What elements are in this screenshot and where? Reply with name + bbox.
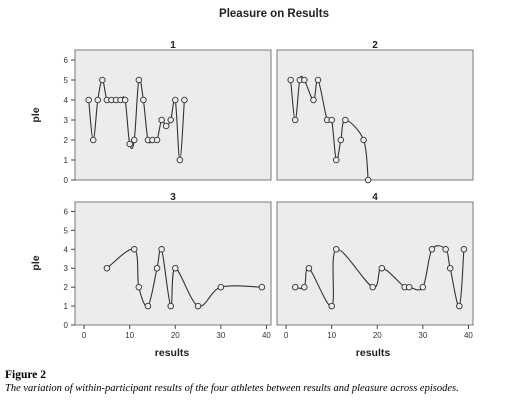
data-point (291, 116, 299, 124)
data-point (153, 136, 161, 144)
data-point (167, 302, 174, 310)
data-point (291, 283, 299, 291)
data-point (126, 140, 133, 148)
data-point (194, 302, 202, 310)
figure-title: Pleasure on Results (219, 8, 329, 20)
y-tick-label: 5 (64, 76, 69, 85)
data-point (328, 302, 335, 310)
y-tick-label: 1 (64, 156, 69, 165)
x-tick-label: 10 (327, 331, 336, 340)
data-point (378, 264, 386, 272)
data-point (337, 136, 345, 144)
panel-title: 1 (170, 40, 176, 51)
y-axis-label-bottom: ple (30, 255, 42, 270)
panel-background (276, 49, 474, 181)
x-tick-label: 0 (82, 331, 87, 340)
panel-background (74, 49, 272, 181)
y-tick-label: 6 (64, 207, 69, 216)
data-point (158, 246, 165, 253)
data-point (103, 264, 111, 272)
x-tick-label: 20 (171, 331, 180, 340)
data-point (172, 96, 179, 104)
data-point (99, 76, 106, 84)
y-tick-label: 0 (64, 176, 69, 185)
data-point (305, 264, 313, 272)
data-point (153, 264, 161, 272)
data-point (131, 136, 138, 144)
data-point (456, 302, 463, 310)
panel-background (276, 201, 474, 326)
x-tick-label: 40 (262, 331, 271, 340)
y-tick-label: 6 (64, 56, 69, 65)
data-point (162, 122, 170, 130)
data-point (342, 116, 349, 124)
caption-text: The variation of within-participant resu… (5, 383, 459, 394)
data-point (172, 264, 179, 272)
data-point (94, 96, 102, 104)
data-point (158, 116, 165, 124)
panel-4: 40 10 20 30 40 (276, 192, 474, 340)
data-point (333, 246, 340, 253)
y-tick-label: 3 (64, 264, 69, 273)
data-point (360, 136, 367, 144)
data-point (328, 116, 335, 124)
data-point (364, 176, 372, 184)
y-tick-label: 2 (64, 136, 69, 145)
caption-label: Figure 2 (5, 369, 46, 381)
data-point (131, 246, 138, 253)
data-point (333, 156, 340, 164)
y-tick-label: 3 (64, 116, 69, 125)
data-point (460, 246, 468, 253)
panel-title: 3 (170, 192, 176, 203)
data-point (121, 96, 129, 104)
data-point (135, 283, 143, 291)
x-tick-label: 40 (464, 331, 473, 340)
data-point (405, 283, 413, 291)
y-tick-label: 1 (64, 302, 69, 311)
data-point (176, 156, 184, 164)
data-point (217, 283, 225, 291)
x-tick-label: 30 (216, 331, 225, 340)
y-tick-label: 0 (64, 321, 69, 330)
data-point (167, 116, 174, 124)
data-point (89, 136, 97, 144)
panel-title: 2 (372, 40, 378, 51)
x-tick-label: 0 (284, 331, 289, 340)
y-tick-label: 4 (64, 96, 69, 105)
y-tick-label: 4 (64, 245, 69, 254)
data-point (446, 264, 454, 272)
data-point (310, 96, 317, 104)
figure-caption: Figure 2 The variation of within-partici… (5, 369, 529, 395)
x-tick-label: 10 (125, 331, 134, 340)
data-point (181, 96, 188, 104)
panel-1: 1 0 1 2 3 4 5 6 (64, 40, 272, 185)
data-point (419, 283, 427, 291)
x-tick-label: 30 (418, 331, 427, 340)
x-axis-label-right: results (356, 347, 391, 359)
data-point (369, 283, 376, 291)
data-point (442, 246, 449, 253)
data-point (140, 96, 147, 104)
data-point (85, 96, 92, 104)
y-axis-label-top: ple (30, 107, 42, 122)
data-point (301, 76, 308, 84)
data-point (144, 302, 152, 310)
y-tick-label: 2 (64, 283, 69, 292)
panel-title: 4 (372, 192, 378, 203)
x-axis-label-left: results (155, 347, 190, 359)
data-point (428, 246, 436, 253)
data-point (135, 76, 143, 84)
data-point (301, 283, 308, 291)
data-point (287, 76, 294, 84)
data-point (258, 283, 266, 291)
y-tick-label: 5 (64, 226, 69, 235)
x-tick-label: 20 (373, 331, 382, 340)
panel-2: 2 (276, 40, 474, 184)
data-point (314, 76, 322, 84)
